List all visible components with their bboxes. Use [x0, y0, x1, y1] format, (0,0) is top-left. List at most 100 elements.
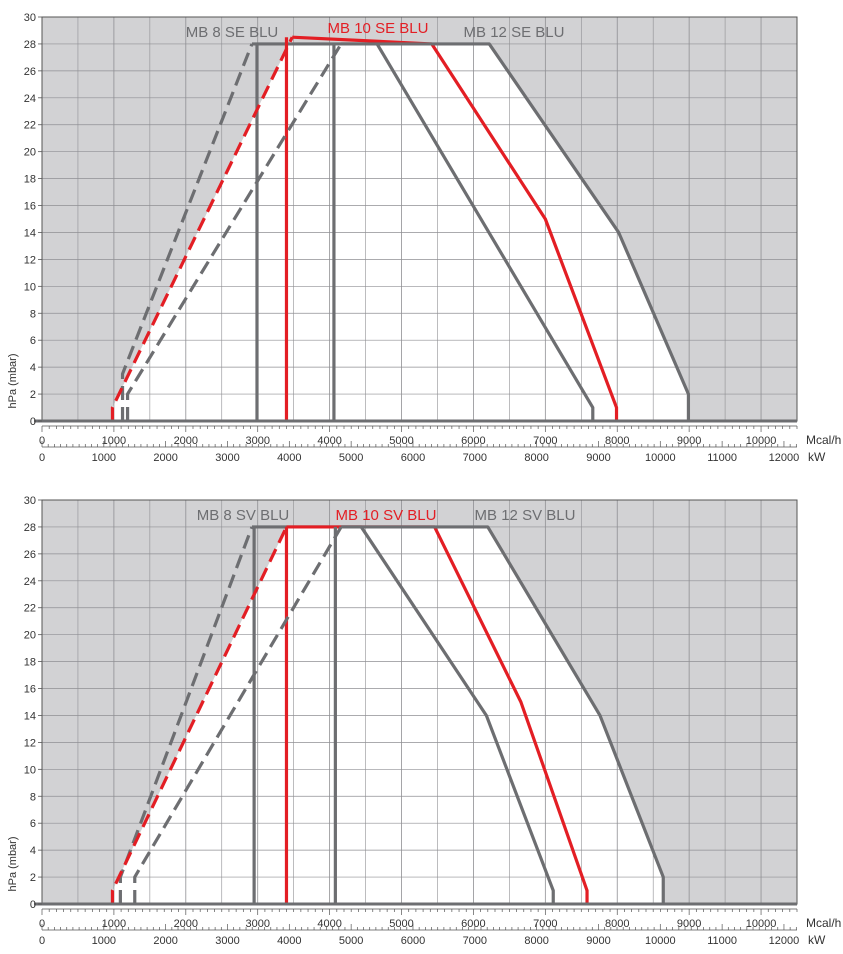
- chart-1-series-1-solid-line: [251, 42, 595, 421]
- chart-1-series-1-label: MB 8 SE BLU: [186, 24, 279, 41]
- chart-1-series-2-label: MB 10 SE BLU: [328, 20, 429, 37]
- chart-2-x-tick-label: 2000: [174, 918, 198, 930]
- chart-2-series-3: MB 12 SV BLU: [133, 507, 665, 904]
- chart-1-y-tick-label: 20: [24, 147, 36, 159]
- chart-1-y-tick-label: 28: [24, 39, 36, 51]
- chart-1-series-2-dashed-line: [110, 36, 294, 421]
- chart-1-y-tick-label: 4: [30, 362, 36, 374]
- chart-1-y-tick-label: 2: [30, 389, 36, 401]
- chart-2-x-tick-label: 4000: [317, 918, 341, 930]
- chart-2-series-3-label: MB 12 SV BLU: [475, 507, 576, 524]
- chart-2-y-tick-label: 8: [30, 791, 36, 803]
- chart-1-x2-tick-label: 3000: [215, 452, 239, 464]
- chart-2-y-tick-label: 26: [24, 549, 36, 561]
- chart-2-y-tick-label: 20: [24, 630, 36, 642]
- chart-1-x-axis-unit-secondary: kW: [808, 450, 826, 464]
- chart-1-series-1-dashed-line: [120, 43, 254, 421]
- chart-1-x-tick-label: 7000: [533, 435, 557, 447]
- chart-1-y-tick-label: 24: [24, 93, 36, 105]
- chart-2-y-tick-label: 0: [30, 899, 36, 911]
- chart-2-x-tick-label: 7000: [533, 918, 557, 930]
- chart-2: MB 8 SV BLU MB 10 SV BLU MB 12 SV BLU02468…: [7, 495, 841, 947]
- chart-2-x2-tick-label: 11000: [707, 935, 737, 947]
- chart-1-x2-tick-label: 6000: [401, 452, 425, 464]
- chart-1-y-tick-label: 30: [24, 12, 36, 24]
- chart-2-y-tick-label: 10: [24, 764, 36, 776]
- chart-2-x2-tick-label: 7000: [463, 935, 487, 947]
- chart-2-series-3-solid-line: [341, 525, 665, 904]
- chart-1-y-tick-label: 26: [24, 66, 36, 78]
- chart-2-series-2-label: MB 10 SV BLU: [336, 507, 437, 524]
- chart-1-x-axis-unit-primary: Mcal/h: [806, 433, 841, 447]
- chart-1-x-tick-label: 1000: [102, 435, 126, 447]
- chart-1-x2-tick-label: 8000: [524, 452, 548, 464]
- chart-1-series-3: MB 12 SE BLU: [125, 24, 691, 421]
- chart-2-x2-tick-label: 4000: [277, 935, 301, 947]
- chart-2-x-tick-label: 3000: [245, 918, 269, 930]
- chart-2-x2-tick-label: 12000: [769, 935, 800, 947]
- chart-2-y-tick-label: 6: [30, 818, 36, 830]
- chart-1-x2-tick-label: 4000: [277, 452, 301, 464]
- chart-2-series-3-dashed-line: [133, 526, 343, 904]
- chart-2-x2-tick-label: 0: [39, 935, 45, 947]
- chart-1-series-3-solid-line: [341, 42, 691, 421]
- chart-1-y-axis-label: hPa (mbar): [7, 353, 19, 408]
- chart-1-x2-tick-label: 7000: [463, 452, 487, 464]
- chart-1-x-tick-label: 9000: [677, 435, 701, 447]
- chart-1-y-tick-label: 22: [24, 120, 36, 132]
- chart-1-y-tick-label: 14: [24, 227, 36, 239]
- chart-2-x2-tick-label: 9000: [586, 935, 610, 947]
- chart-1-x-tick-label: 6000: [461, 435, 485, 447]
- chart-2-x-axis-unit-secondary: kW: [808, 933, 826, 947]
- chart-2-x-tick-label: 9000: [677, 918, 701, 930]
- chart-1-x2-tick-label: 2000: [153, 452, 177, 464]
- chart-1-x-tick-label: 2000: [174, 435, 198, 447]
- chart-1-x-tick-label: 5000: [389, 435, 413, 447]
- chart-1-y-tick-label: 18: [24, 174, 36, 186]
- chart-2-y-tick-label: 24: [24, 576, 36, 588]
- chart-2-x-tick-label: 1000: [102, 918, 126, 930]
- chart-1-y-tick-label: 8: [30, 308, 36, 320]
- chart-2-x2-tick-label: 3000: [215, 935, 239, 947]
- chart-2-x2-tick-label: 5000: [339, 935, 363, 947]
- chart-1-y-tick-label: 12: [24, 254, 36, 266]
- chart-2-y-tick-label: 22: [24, 603, 36, 615]
- chart-2-x2-tick-label: 1000: [92, 935, 116, 947]
- chart-2-y-tick-label: 28: [24, 522, 36, 534]
- chart-2-grid: [41, 499, 798, 905]
- chart-2-y-axis-label: hPa (mbar): [7, 836, 19, 891]
- chart-2-y-tick-label: 30: [24, 495, 36, 507]
- chart-2-x2-tick-label: 8000: [524, 935, 548, 947]
- chart-1-y-tick-label: 16: [24, 201, 36, 213]
- chart-1-y-tick-label: 0: [30, 416, 36, 428]
- chart-1-x2-tick-label: 11000: [707, 452, 737, 464]
- chart-1: MB 8 SE BLU MB 10 SE BLU MB 12 SE BLU02468…: [7, 12, 841, 464]
- chart-1-x-tick-label: 10000: [746, 435, 777, 447]
- chart-2-y-tick-label: 14: [24, 710, 36, 722]
- chart-1-x-tick-label: 4000: [317, 435, 341, 447]
- chart-2-x-axis-unit-primary: Mcal/h: [806, 916, 841, 930]
- chart-1-series-2-solid-line: [292, 35, 619, 421]
- chart-2-series-2: MB 10 SV BLU: [110, 507, 589, 904]
- chart-2-series-2-dashed-line: [110, 526, 288, 904]
- chart-1-series-2: MB 10 SE BLU: [110, 20, 619, 421]
- chart-2-y-tick-label: 2: [30, 872, 36, 884]
- chart-1-x2-tick-label: 5000: [339, 452, 363, 464]
- chart-1-x2-tick-label: 10000: [645, 452, 676, 464]
- chart-1-x2-tick-label: 0: [39, 452, 45, 464]
- chart-1-x2-tick-label: 12000: [769, 452, 800, 464]
- chart-2-x-tick-label: 5000: [389, 918, 413, 930]
- chart-1-y-tick-label: 10: [24, 281, 36, 293]
- chart-2-x-tick-label: 10000: [746, 918, 777, 930]
- chart-1-series-3-dashed-line: [125, 43, 343, 421]
- chart-2-y-tick-label: 18: [24, 657, 36, 669]
- chart-2-x-tick-label: 6000: [461, 918, 485, 930]
- chart-2-x2-tick-label: 2000: [153, 935, 177, 947]
- chart-2-x2-tick-label: 10000: [645, 935, 676, 947]
- chart-1-x-tick-label: 3000: [245, 435, 269, 447]
- chart-2-y-tick-label: 12: [24, 737, 36, 749]
- chart-2-y-tick-label: 16: [24, 684, 36, 696]
- chart-2-y-tick-label: 4: [30, 845, 36, 857]
